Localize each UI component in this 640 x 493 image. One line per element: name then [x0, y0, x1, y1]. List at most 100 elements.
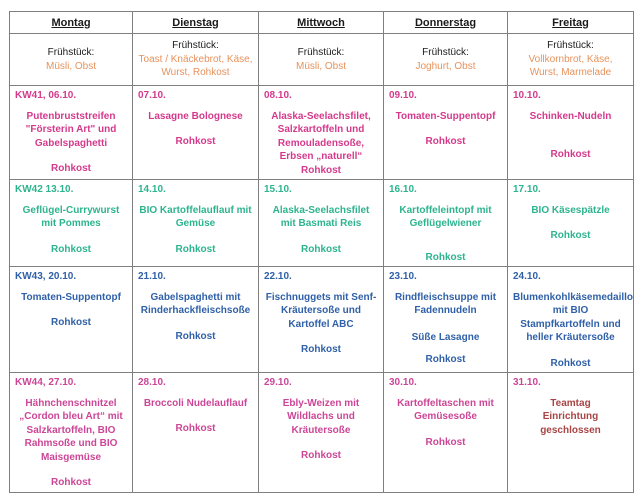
cell-date: KW41, 06.10. [15, 90, 77, 101]
cell-menu: Tomaten-Suppentopf [395, 110, 496, 122]
cell-note: Rohkost [425, 136, 466, 147]
cell-kw42-dienstag: 14.10. BIO Kartoffelauflauf mit Gemüse R… [132, 179, 259, 267]
day-header-row: Montag Dienstag Mittwoch Donnerstag Frei… [9, 11, 634, 34]
cell-menu: Hähnchenschnitzel „Cordon bleu Art“ mit … [19, 397, 123, 463]
cell-kw43-freitag: 24.10. Blumenkohlkäsemedaillons mit BIO … [507, 266, 634, 373]
breakfast-items: Toast / Knäckebrot, Käse, Wurst, Rohkost [138, 53, 253, 79]
breakfast-cell-dienstag: Frühstück: Toast / Knäckebrot, Käse, Wur… [132, 33, 259, 86]
breakfast-cell-donnerstag: Frühstück: Joghurt, Obst [383, 33, 508, 86]
cell-menu: Fischnuggets mit Senf-Kräutersoße und Ka… [265, 291, 377, 330]
cell-kw44-montag: KW44, 27.10. Hähnchenschnitzel „Cordon b… [9, 372, 133, 493]
cell-date: 15.10. [264, 184, 292, 195]
cell-kw44-donnerstag: 30.10. Kartoffeltaschen mit Gemüsesoße R… [383, 372, 508, 493]
cell-note: Rohkost [425, 436, 466, 448]
cell-kw44-freitag: 31.10. Teamtag Einrichtung geschlossen [507, 372, 634, 493]
day-label: Montag [51, 16, 91, 29]
cell-menu: Schinken-Nudeln [529, 110, 612, 122]
breakfast-label: Frühstück: [547, 40, 594, 52]
cell-menu: Putenbruststreifen "Försterin Art" und G… [25, 110, 117, 149]
week-row-kw41: KW41, 06.10. Putenbruststreifen "Förster… [9, 85, 634, 180]
cell-kw42-mittwoch: 15.10. Alaska-Seelachsfilet mit Basmati … [258, 179, 384, 267]
cell-note: Rohkost [51, 477, 91, 488]
cell-menu: Kartoffeleintopf mit Geflügelwiener [399, 204, 492, 230]
cell-note: Rohkost [175, 330, 216, 342]
cell-menu: Lasagne Bolognese [148, 110, 243, 122]
cell-note: Rohkost [301, 243, 341, 255]
cell-date: KW43, 20.10. [15, 271, 77, 282]
cell-note: Rohkost [301, 344, 341, 355]
breakfast-label: Frühstück: [172, 40, 219, 52]
cell-note: Rohkost [301, 450, 341, 461]
cell-date: 10.10. [513, 90, 541, 101]
cell-date: 30.10. [389, 377, 417, 388]
cell-kw42-montag: KW42 13.10. Geflügel-Currywurst mit Pomm… [9, 179, 133, 267]
cell-date: 16.10. [389, 184, 417, 195]
cell-note: Rohkost [550, 149, 591, 160]
breakfast-cell-freitag: Frühstück: Vollkornbrot, Käse, Wurst, Ma… [507, 33, 634, 86]
menu-table: Montag Dienstag Mittwoch Donnerstag Frei… [9, 11, 634, 493]
cell-date: 31.10. [513, 377, 541, 388]
cell-menu: BIO Käsespätzle [531, 204, 610, 216]
cell-kw41-dienstag: 07.10. Lasagne Bolognese Rohkost [132, 85, 259, 180]
cell-kw41-mittwoch: 08.10. Alaska-Seelachsfilet, Salzkartoff… [258, 85, 384, 180]
day-header-mittwoch: Mittwoch [258, 11, 384, 34]
cell-kw43-montag: KW43, 20.10. Tomaten-Suppentopf Rohkost [9, 266, 133, 373]
cell-note: Rohkost [425, 251, 466, 263]
day-header-montag: Montag [9, 11, 133, 34]
breakfast-cell-mittwoch: Frühstück: Müsli, Obst [258, 33, 384, 86]
cell-menu: Blumenkohlkäsemedaillons mit BIO Stampfk… [513, 291, 634, 344]
cell-menu: Rindfleischsuppe mit Fadennudeln Süße La… [394, 291, 497, 344]
week-row-kw42: KW42 13.10. Geflügel-Currywurst mit Pomm… [9, 179, 634, 267]
breakfast-items: Müsli, Obst [295, 60, 346, 72]
cell-kw41-montag: KW41, 06.10. Putenbruststreifen "Förster… [9, 85, 133, 180]
cell-date: 23.10. [389, 271, 417, 282]
cell-note: Rohkost [175, 423, 216, 434]
cell-date: 17.10. [513, 184, 541, 195]
cell-date: 22.10. [264, 271, 292, 282]
day-label: Dienstag [172, 16, 219, 29]
cell-menu: Broccoli Nudelauflauf [143, 397, 248, 409]
cell-kw44-dienstag: 28.10. Broccoli Nudelauflauf Rohkost [132, 372, 259, 493]
breakfast-items: Vollkornbrot, Käse, Wurst, Marmelade [528, 53, 613, 79]
cell-note: Rohkost [175, 136, 216, 147]
day-label: Donnerstag [414, 16, 477, 29]
cell-date: 29.10. [264, 377, 292, 388]
cell-note: Rohkost [550, 357, 591, 369]
cell-menu: Tomaten-Suppentopf [21, 291, 121, 303]
cell-date: 21.10. [138, 271, 166, 282]
menu-plan-page: Montag Dienstag Mittwoch Donnerstag Frei… [9, 11, 634, 493]
cell-note: Rohkost [51, 163, 91, 174]
cell-menu: Alaska-Seelachsfilet, Salzkartoffeln und… [271, 110, 371, 163]
day-header-dienstag: Dienstag [132, 11, 259, 34]
breakfast-row: Frühstück: Müsli, Obst Frühstück: Toast … [9, 33, 634, 86]
cell-date: KW42 13.10. [15, 184, 74, 195]
week-row-kw43: KW43, 20.10. Tomaten-Suppentopf Rohkost … [9, 266, 634, 373]
cell-menu-teamtag: Teamtag Einrichtung geschlossen [540, 397, 601, 436]
day-label: Freitag [552, 16, 589, 29]
breakfast-label: Frühstück: [47, 47, 95, 58]
cell-note: Rohkost [425, 353, 466, 365]
cell-note: Rohkost [175, 243, 216, 255]
cell-date: 08.10. [264, 90, 292, 101]
cell-kw44-mittwoch: 29.10. Ebly-Weizen mit Wildlachs und Krä… [258, 372, 384, 493]
cell-date: 28.10. [138, 377, 166, 388]
cell-menu: Kartoffeltaschen mit Gemüsesoße [397, 397, 494, 423]
cell-kw42-freitag: 17.10. BIO Käsespätzle Rohkost [507, 179, 634, 267]
cell-date: 09.10. [389, 90, 417, 101]
cell-kw41-donnerstag: 09.10. Tomaten-Suppentopf Rohkost [383, 85, 508, 180]
cell-menu: BIO Kartoffelauflauf mit Gemüse [139, 204, 252, 230]
cell-date: 07.10. [138, 90, 166, 101]
cell-menu: Geflügel-Currywurst mit Pommes [22, 204, 120, 230]
cell-note: Rohkost [51, 317, 91, 328]
breakfast-label: Frühstück: [297, 47, 345, 58]
day-label: Mittwoch [297, 16, 345, 29]
breakfast-items: Joghurt, Obst [415, 60, 476, 72]
breakfast-label: Frühstück: [422, 47, 469, 58]
cell-kw43-dienstag: 21.10. Gabelspaghetti mit Rinderhackflei… [132, 266, 259, 373]
breakfast-items: Müsli, Obst [45, 60, 96, 72]
breakfast-cell-montag: Frühstück: Müsli, Obst [9, 33, 133, 86]
week-row-kw44: KW44, 27.10. Hähnchenschnitzel „Cordon b… [9, 372, 634, 493]
day-header-donnerstag: Donnerstag [383, 11, 508, 34]
cell-date: 24.10. [513, 271, 541, 282]
cell-date: 14.10. [138, 184, 166, 195]
